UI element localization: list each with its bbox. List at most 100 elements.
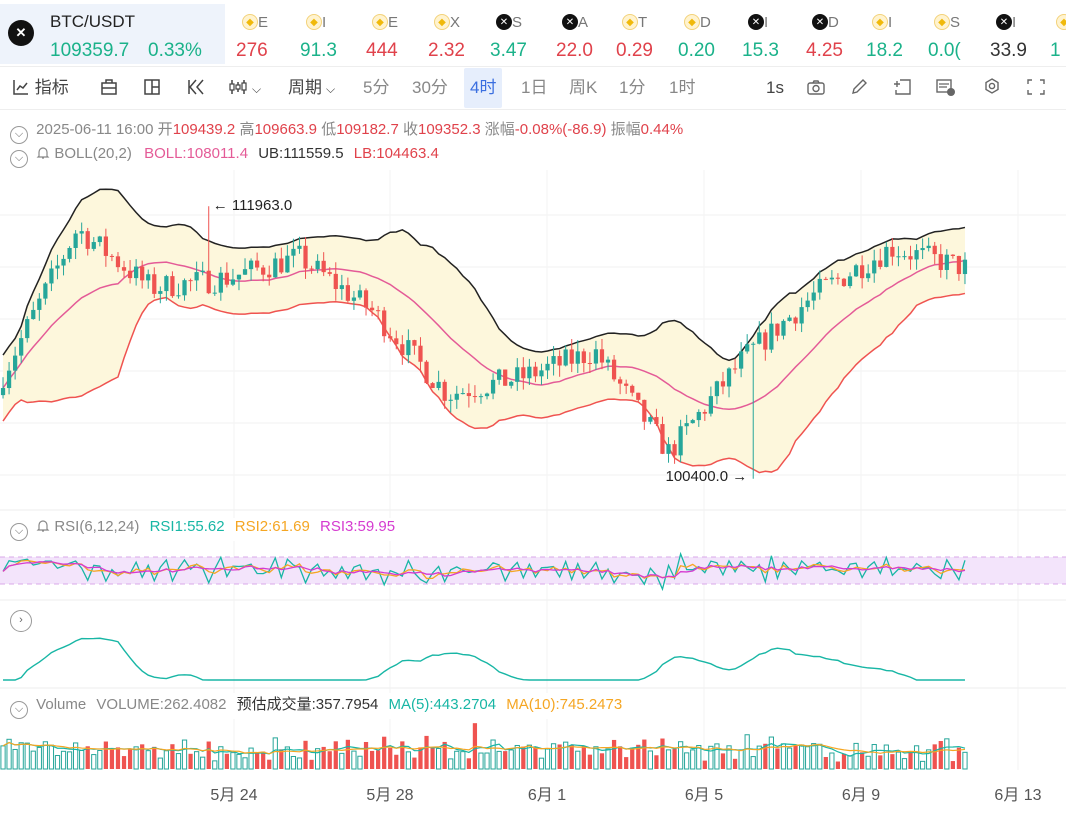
boll-name: BOLL(20,2) — [54, 145, 132, 162]
bell-icon[interactable] — [36, 519, 50, 533]
candle-body — [515, 367, 520, 382]
add-drawing-button[interactable] — [892, 75, 912, 101]
volume-bar — [188, 753, 193, 769]
volume-bar — [170, 744, 175, 769]
volume-bar — [702, 760, 707, 769]
expand-icon[interactable]: › — [10, 610, 32, 632]
chevron-down-icon: ⌵ — [326, 82, 336, 96]
refresh-interval[interactable]: 1s — [766, 78, 784, 97]
candle-body — [642, 399, 647, 422]
ticker-item[interactable]: ✕ I 33.9 — [990, 6, 1050, 64]
change-label: 涨幅 — [484, 121, 515, 138]
candle-body — [902, 256, 907, 258]
ticker-symbol: I — [322, 14, 327, 31]
rewind-icon — [188, 79, 204, 95]
ticker-item[interactable]: ◆ X 2.32 — [428, 6, 488, 64]
indicator-label: 指标 — [34, 78, 69, 97]
draw-button[interactable] — [850, 75, 868, 101]
ticker-item[interactable]: ◆ D 0.20 — [678, 6, 738, 64]
ticker-item[interactable]: ◆ 1 — [1050, 6, 1066, 64]
ticker-item[interactable]: ✕ A 22.0 — [556, 6, 616, 64]
collapse-icon[interactable]: ⌵ — [10, 701, 28, 719]
volume-bar — [786, 747, 793, 770]
ticker-item[interactable]: ◆ I 91.3 — [300, 6, 360, 64]
volume-bar — [405, 751, 411, 770]
volume-bar — [932, 744, 937, 769]
volume-bar — [811, 743, 817, 770]
volume-bar — [267, 759, 272, 769]
candle-body — [684, 423, 689, 427]
candle-body — [115, 256, 121, 268]
tab-1d[interactable]: 1日 — [521, 78, 548, 97]
main-ticker[interactable]: ✕ BTC/USDT 109359.7 0.33% — [0, 4, 225, 64]
ticker-item[interactable]: ✕ I 15.3 — [742, 6, 802, 64]
period-dropdown[interactable]: 周期 ⌵ — [288, 75, 335, 101]
volume-bar — [750, 756, 756, 770]
volume-bar — [376, 750, 381, 769]
tab-week[interactable]: 周K — [569, 78, 598, 97]
volume-bar — [913, 745, 920, 770]
candle-body — [835, 277, 841, 279]
tab-5m[interactable]: 5分 — [363, 78, 390, 97]
candle-body — [490, 379, 496, 394]
low-price-marker: 100400.0 → — [665, 468, 747, 485]
settings-button[interactable] — [982, 75, 1002, 101]
open-value: 109439.2 — [172, 121, 236, 138]
candle-body — [91, 242, 96, 249]
ticker-item[interactable]: ◆ S 0.0( — [928, 6, 988, 64]
candle-body — [587, 363, 592, 365]
tab-30m[interactable]: 30分 — [412, 78, 448, 97]
volume-bar — [448, 758, 454, 770]
ticker-item[interactable]: ✕ D 4.25 — [806, 6, 866, 64]
tab-1m[interactable]: 1分 — [619, 78, 646, 97]
briefcase-icon — [101, 79, 117, 95]
volume-bar — [738, 749, 744, 770]
fullscreen-button[interactable] — [1026, 75, 1046, 101]
collapse-icon[interactable]: ⌵ — [10, 150, 28, 168]
camera-icon — [807, 80, 825, 95]
collapse-icon[interactable]: ⌵ — [10, 126, 28, 144]
candle-body — [581, 351, 586, 364]
ticker-item[interactable]: ◆ T 0.29 — [616, 6, 676, 64]
template-button[interactable] — [935, 75, 957, 101]
tab-1h[interactable]: 1时 — [669, 78, 696, 97]
ticker-item[interactable]: ◆ E 276 — [236, 6, 296, 64]
collapse-icon[interactable]: ⌵ — [10, 523, 28, 541]
volume-ma10: MA(10):745.2473 — [506, 696, 623, 713]
volume-bar — [890, 754, 895, 769]
volume-bar — [248, 747, 254, 770]
tab-4h[interactable]: 4时 — [464, 68, 503, 108]
candle-body — [31, 309, 36, 320]
volume-bar — [835, 761, 841, 769]
ticker-symbol: S — [950, 14, 961, 31]
layout-button[interactable] — [100, 75, 118, 101]
ticker-item[interactable]: ◆ E 444 — [366, 6, 426, 64]
pencil-icon — [852, 79, 867, 94]
candle-body — [424, 361, 429, 384]
rsi3-value: RSI3:59.95 — [320, 518, 396, 535]
volume-bar — [133, 746, 139, 770]
volume-bar — [218, 746, 224, 770]
volume-bar — [895, 751, 902, 770]
replay-button[interactable] — [186, 75, 206, 101]
indicator-button[interactable]: 指标 — [12, 75, 69, 101]
volume-bar — [412, 757, 417, 769]
volume-bar — [672, 748, 677, 769]
camera-button[interactable] — [806, 75, 826, 101]
ticker-symbol: E — [258, 14, 269, 31]
volume-bar — [212, 760, 218, 770]
ticker-value: 3.47 — [490, 40, 527, 61]
chart-type-button[interactable]: ⌵ — [228, 75, 261, 101]
amp-value: 0.44% — [640, 121, 684, 138]
ticker-item[interactable]: ◆ I 18.2 — [866, 6, 926, 64]
candle-body — [158, 291, 163, 294]
ticker-item[interactable]: ✕ S 3.47 — [490, 6, 550, 64]
volume-bar — [206, 741, 211, 769]
panels-button[interactable] — [143, 75, 161, 101]
volume-bar — [550, 743, 557, 770]
volume-bar — [91, 754, 97, 770]
bell-icon[interactable] — [36, 146, 50, 160]
volume-bar — [321, 746, 326, 769]
volume-bar — [121, 756, 127, 769]
